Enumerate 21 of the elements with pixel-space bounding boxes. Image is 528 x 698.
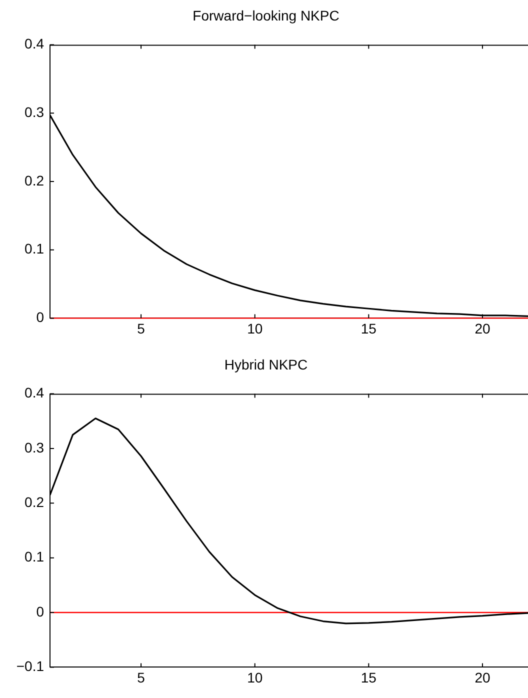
y-tick-label: 0.1 [24,240,44,257]
x-tick-label: 5 [137,669,146,686]
x-tick-label: 15 [360,669,377,686]
y-tick-label: 0.2 [24,494,44,510]
chart-title: Forward−looking NKPC [192,7,340,24]
y-tick-label: 0 [36,603,44,620]
chart-title: Hybrid NKPC [224,356,308,372]
y-tick-label: 0.2 [24,172,44,188]
x-tick-label: 10 [247,320,263,336]
y-tick-label: 0.3 [24,439,44,456]
y-tick-label: 0.4 [24,384,44,401]
x-tick-label: 10 [247,669,263,686]
y-tick-label: 0 [36,309,44,326]
y-tick-label: 0.3 [24,104,44,120]
y-tick-label: 0.1 [24,548,44,565]
x-tick-label: 5 [137,320,146,336]
x-tick-label: 20 [474,669,490,686]
y-tick-label: 0.4 [24,36,44,52]
x-tick-label: 20 [474,320,490,336]
y-tick-label: −0.1 [16,658,44,674]
x-tick-label: 15 [360,320,377,336]
